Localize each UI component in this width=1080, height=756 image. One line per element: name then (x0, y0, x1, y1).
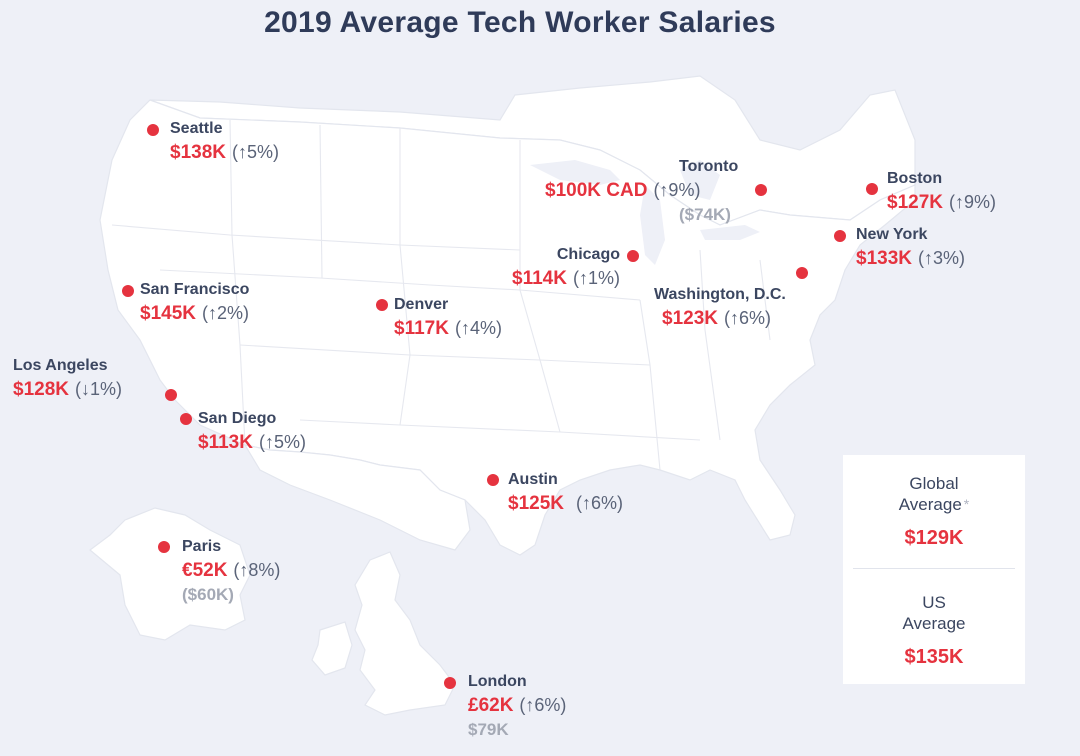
denver-marker (376, 299, 388, 311)
france-landmass (89, 507, 251, 641)
us-average-label-line1: US (922, 593, 946, 612)
city-label-boston: Boston $127K (↑9%) (887, 169, 996, 216)
city-name: Seattle (170, 120, 223, 137)
averages-divider (853, 568, 1015, 569)
city-name: San Francisco (140, 281, 250, 298)
city-label-denver: Denver $117K (↑4%) (394, 295, 502, 342)
salary-change: (↑6%) (519, 695, 567, 715)
salary-value: $127K (887, 192, 943, 213)
salary-change: (↑3%) (918, 248, 966, 268)
city-name: Toronto (679, 158, 739, 175)
asterisk: * (963, 496, 970, 512)
boston-marker (866, 183, 878, 195)
city-name: New York (856, 226, 928, 243)
los-angeles-marker (165, 389, 177, 401)
salary-change: (↑6%) (576, 493, 624, 513)
salary-value: $125K (508, 493, 564, 514)
global-average-label-line1: Global (909, 474, 959, 493)
state-borders (111, 119, 771, 471)
city-name: Paris (182, 538, 222, 555)
salary-value: $123K (662, 308, 718, 329)
salary-change: (↑4%) (454, 318, 502, 338)
paris-marker (158, 541, 170, 553)
austin-marker (487, 474, 499, 486)
us-average-label-line2: Average (902, 614, 966, 633)
salary-change: (↑8%) (233, 560, 281, 580)
city-name: Denver (394, 296, 449, 313)
san-francisco-marker (122, 285, 134, 297)
global-average: Global Average * $129K (843, 473, 1025, 550)
city-label-los-angeles: Los Angeles $128K (↓1%) (13, 356, 122, 403)
us-average-value: $135K (904, 646, 964, 668)
chicago-marker (627, 250, 639, 262)
salary-change: (↑9%) (949, 192, 997, 212)
averages-panel: Global Average * $129K US Average $135K (843, 455, 1025, 684)
mexico-landmass (243, 444, 471, 551)
salary-value: $114K (512, 268, 567, 289)
us-average: US Average $135K (843, 592, 1025, 669)
salary-value: $145K (140, 303, 196, 324)
san-diego-marker (180, 413, 192, 425)
salary-change: (↑1%) (572, 268, 620, 288)
salary-value: $117K (394, 318, 449, 339)
salary-value: £62K (468, 695, 514, 716)
london-marker (444, 677, 456, 689)
page-title: 2019 Average Tech Worker Salaries (264, 6, 776, 39)
salary-value: €52K (182, 560, 228, 581)
salary-value: $113K (198, 432, 253, 453)
global-average-label-line2: Average * (898, 495, 970, 514)
salary-change: (↓1%) (75, 379, 123, 399)
salary-change: (↑5%) (258, 432, 306, 452)
salary-value: $128K (13, 379, 69, 400)
city-label-washington-dc: Washington, D.C. $123K (↑6%) (654, 285, 786, 332)
city-name: Austin (508, 471, 558, 488)
city-name: San Diego (198, 410, 277, 427)
city-label-chicago: Chicago $114K (↑1%) (486, 245, 620, 292)
salary-value: $133K (856, 248, 912, 269)
city-name: Chicago (556, 246, 620, 263)
city-label-paris: Paris €52K (↑8%) ($60K) (182, 537, 280, 606)
salary-converted: ($74K) (679, 205, 731, 224)
salary-value: $100K CAD (545, 180, 648, 201)
city-name: London (468, 673, 527, 690)
new-york-marker (834, 230, 846, 242)
city-label-san-francisco: San Francisco $145K (↑2%) (140, 280, 249, 327)
salary-change: (↑2%) (202, 303, 250, 323)
city-name: Boston (887, 170, 943, 187)
seattle-marker (147, 124, 159, 136)
ireland-landmass (311, 621, 353, 676)
city-name: Los Angeles (13, 357, 108, 374)
city-name: Washington, D.C. (654, 286, 786, 303)
global-average-value: $129K (904, 527, 964, 549)
washington-dc-marker (796, 267, 808, 279)
salary-change: (↑6%) (724, 308, 772, 328)
salary-value: $138K (170, 142, 226, 163)
salary-converted: ($60K) (182, 585, 234, 604)
city-label-san-diego: San Diego $113K (↑5%) (198, 409, 306, 456)
salary-change: (↑9%) (653, 180, 701, 200)
city-label-toronto: Toronto $100K CAD (↑9%) ($74K) (545, 157, 750, 226)
city-label-new-york: New York $133K (↑3%) (856, 225, 965, 272)
salary-change: (↑5%) (232, 142, 280, 162)
city-label-london: London £62K (↑6%) $79K (468, 672, 566, 741)
toronto-marker (755, 184, 767, 196)
great-lakes (530, 160, 760, 265)
city-label-austin: Austin $125K (↑6%) (508, 470, 623, 517)
city-label-seattle: Seattle $138K (↑5%) (170, 119, 279, 166)
great-britain-landmass (354, 551, 456, 716)
salary-converted: $79K (468, 720, 509, 739)
